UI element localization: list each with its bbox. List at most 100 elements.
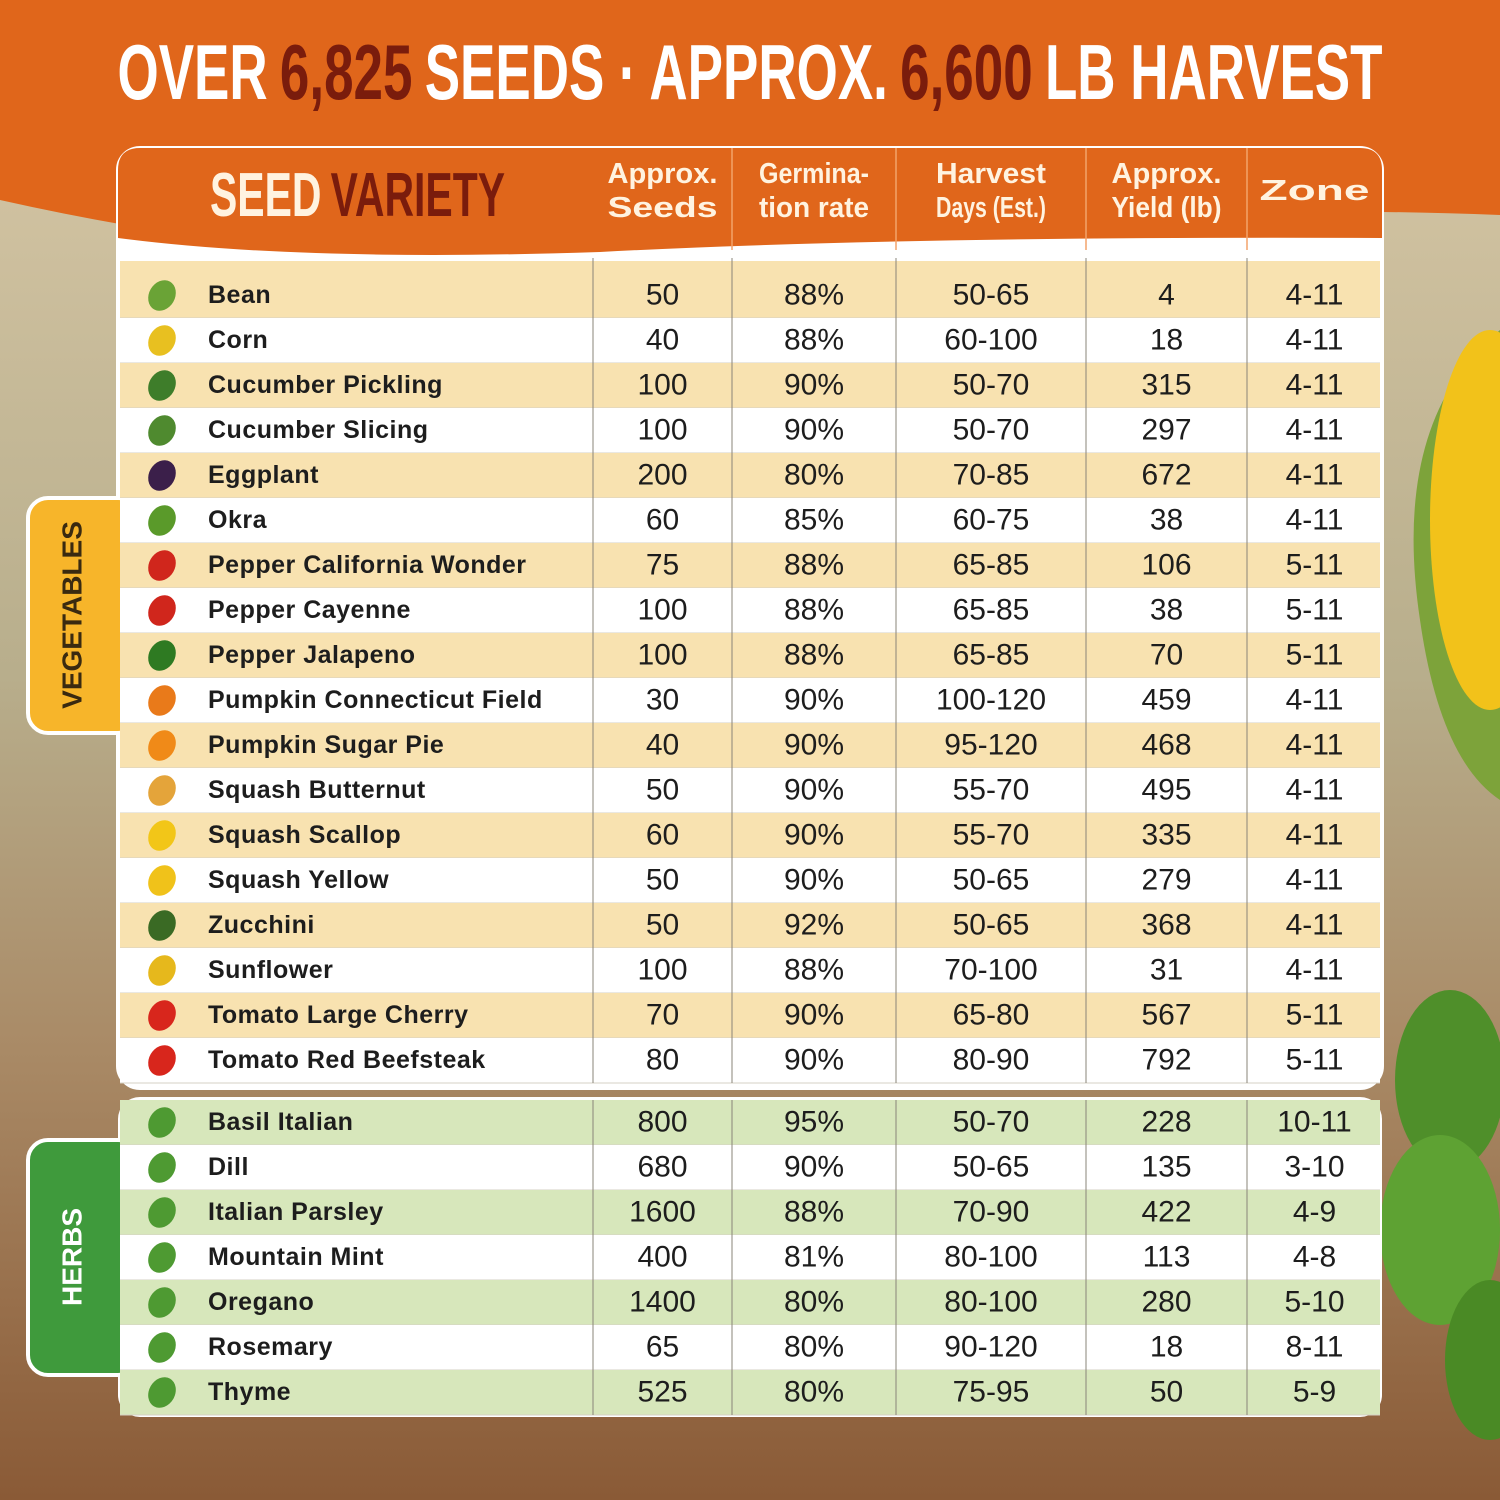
row-icon bbox=[148, 640, 176, 671]
row-background bbox=[120, 948, 1380, 993]
row-background bbox=[120, 1100, 1380, 1145]
variety-name: Tomato Large Cherry bbox=[208, 1001, 468, 1029]
cell-value: 80-100 bbox=[944, 1240, 1037, 1273]
herbs-tab: HERBS bbox=[26, 1138, 140, 1377]
row-icon bbox=[148, 550, 176, 581]
cell-value: 50-65 bbox=[953, 278, 1030, 311]
column-header-line: Approx. bbox=[608, 158, 718, 190]
cell-value: 90% bbox=[784, 413, 844, 446]
row-background bbox=[120, 318, 1380, 363]
variety-name: Pumpkin Connecticut Field bbox=[208, 686, 543, 714]
cell-value: 90% bbox=[784, 1150, 844, 1183]
cell-value: 50-65 bbox=[953, 908, 1030, 941]
cell-value: 4-11 bbox=[1286, 953, 1344, 986]
row-icon bbox=[148, 685, 176, 716]
row-icon bbox=[148, 1000, 176, 1031]
variety-name: Corn bbox=[208, 326, 268, 354]
cell-value: 1400 bbox=[629, 1285, 696, 1318]
row-background bbox=[120, 903, 1380, 948]
cell-value: 90% bbox=[784, 728, 844, 761]
cell-value: 459 bbox=[1141, 683, 1191, 716]
cell-value: 90% bbox=[784, 773, 844, 806]
variety-name: Pepper Jalapeno bbox=[208, 641, 416, 669]
row-icon bbox=[148, 1152, 176, 1183]
column-header-line: Germina- bbox=[759, 158, 869, 190]
cell-value: 335 bbox=[1141, 818, 1191, 851]
cell-value: 4-8 bbox=[1293, 1240, 1336, 1273]
cell-value: 5-9 bbox=[1293, 1375, 1336, 1408]
row-background bbox=[120, 723, 1380, 768]
variety-name: Oregano bbox=[208, 1288, 314, 1316]
cell-value: 50 bbox=[646, 908, 679, 941]
table-header bbox=[118, 148, 1382, 255]
cell-value: 200 bbox=[637, 458, 687, 491]
table-body: Bean 50 88% 50-65 4 4-11 Corn 40 88% 60-100 18 4-11… bbox=[120, 258, 1380, 1416]
column-header: Approx. Seeds bbox=[608, 158, 718, 224]
cell-value: 80% bbox=[784, 1330, 844, 1363]
row-icon bbox=[148, 325, 176, 356]
cell-value: 92% bbox=[784, 908, 844, 941]
variety-name: Pepper California Wonder bbox=[208, 551, 527, 579]
row-icon bbox=[148, 370, 176, 401]
cell-value: 5-11 bbox=[1286, 998, 1344, 1031]
column-header: Harvest Days (Est.) bbox=[936, 158, 1046, 224]
row-icon bbox=[148, 775, 176, 806]
row-background bbox=[120, 1145, 1380, 1190]
cell-value: 50-70 bbox=[953, 413, 1030, 446]
cell-value: 100 bbox=[637, 593, 687, 626]
seed-variety-header: SEEDVARIETY bbox=[210, 161, 505, 230]
row-background bbox=[120, 1280, 1380, 1325]
cell-value: 368 bbox=[1141, 908, 1191, 941]
row-icon bbox=[148, 1045, 176, 1076]
row-background bbox=[120, 633, 1380, 678]
cell-value: 88% bbox=[784, 953, 844, 986]
vegetables-tab: VEGETABLES bbox=[26, 496, 140, 735]
row-icon bbox=[148, 1287, 176, 1318]
row-icon bbox=[148, 505, 176, 536]
row-background bbox=[120, 678, 1380, 723]
row-background bbox=[120, 1235, 1380, 1280]
cell-value: 10-11 bbox=[1277, 1105, 1352, 1138]
row-icon bbox=[148, 865, 176, 896]
column-header: Approx. Yield (lb) bbox=[1112, 158, 1222, 224]
cell-value: 4-11 bbox=[1286, 683, 1344, 716]
cell-value: 4-11 bbox=[1286, 323, 1344, 356]
variety-name: Rosemary bbox=[208, 1333, 333, 1361]
cell-value: 88% bbox=[784, 638, 844, 671]
cell-value: 88% bbox=[784, 1195, 844, 1228]
cell-value: 800 bbox=[637, 1105, 687, 1138]
cell-value: 5-11 bbox=[1286, 1043, 1344, 1076]
title-part: 6,600 bbox=[900, 28, 1033, 116]
section-label: VEGETABLES bbox=[56, 521, 87, 709]
cell-value: 680 bbox=[637, 1150, 687, 1183]
row-background bbox=[120, 993, 1380, 1038]
cell-value: 567 bbox=[1141, 998, 1191, 1031]
cell-value: 106 bbox=[1141, 548, 1191, 581]
row-icon bbox=[148, 1107, 176, 1138]
row-background bbox=[120, 768, 1380, 813]
row-icon bbox=[148, 910, 176, 941]
cell-value: 50 bbox=[646, 863, 679, 896]
cell-value: 468 bbox=[1141, 728, 1191, 761]
cell-value: 4-11 bbox=[1286, 728, 1344, 761]
column-header: Zone bbox=[1260, 175, 1370, 207]
title-part: OVER bbox=[118, 28, 268, 116]
cell-value: 30 bbox=[646, 683, 679, 716]
row-background bbox=[120, 498, 1380, 543]
variety-name: Pumpkin Sugar Pie bbox=[208, 731, 444, 759]
row-icon bbox=[148, 1332, 176, 1363]
cell-value: 5-11 bbox=[1286, 548, 1344, 581]
cell-value: 40 bbox=[646, 728, 679, 761]
title-part: SEEDS · APPROX. bbox=[425, 28, 888, 116]
cell-value: 4-11 bbox=[1286, 818, 1344, 851]
cell-value: 90-120 bbox=[944, 1330, 1037, 1363]
cell-value: 135 bbox=[1141, 1150, 1191, 1183]
cell-value: 4-11 bbox=[1286, 908, 1344, 941]
row-background bbox=[120, 453, 1380, 498]
variety-name: Tomato Red Beefsteak bbox=[208, 1046, 486, 1074]
cell-value: 90% bbox=[784, 818, 844, 851]
variety-name: Squash Scallop bbox=[208, 821, 401, 849]
cell-value: 4-9 bbox=[1293, 1195, 1336, 1228]
corn-decoration bbox=[1413, 330, 1500, 800]
variety-name: Mountain Mint bbox=[208, 1243, 384, 1271]
